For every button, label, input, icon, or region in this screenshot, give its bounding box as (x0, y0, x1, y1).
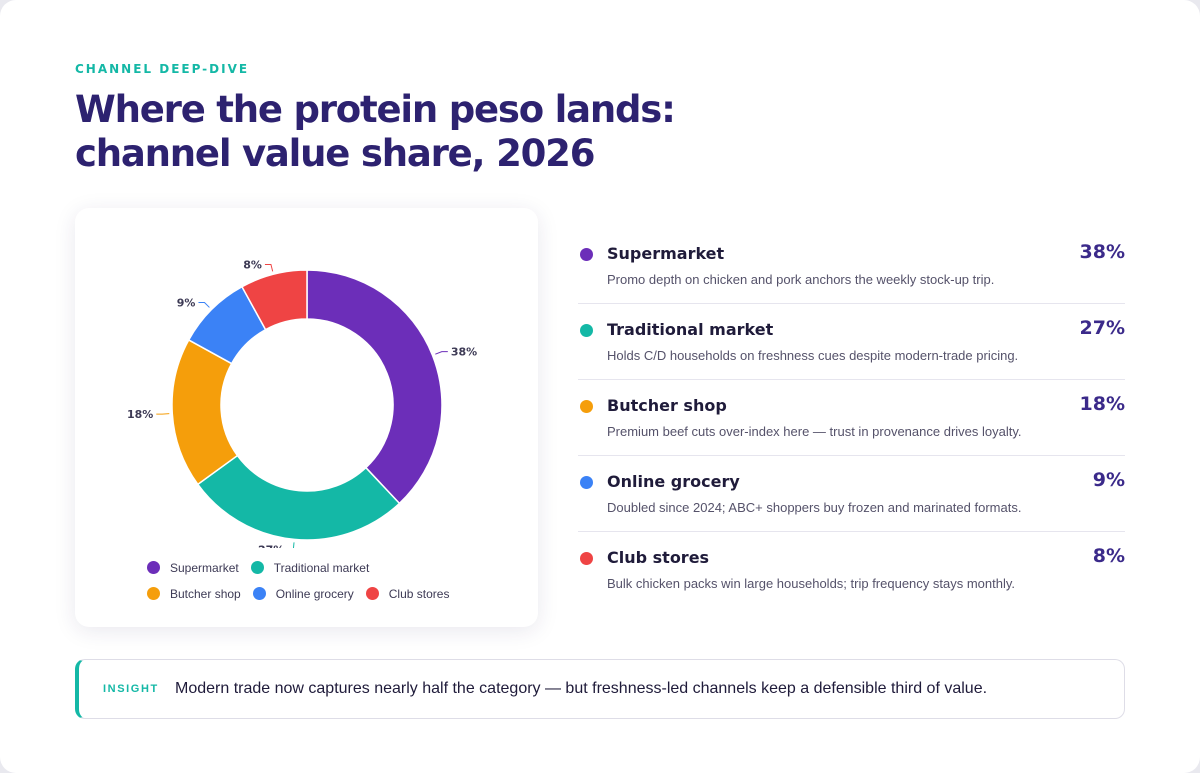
channel-share: 9% (1092, 469, 1125, 491)
legend-label: Traditional market (273, 560, 370, 575)
channel-description: Promo depth on chicken and pork anchors … (607, 272, 995, 287)
donut-slice-supermarket[interactable] (306, 269, 443, 505)
channel-dot (580, 324, 593, 337)
channel-row-supermarket: Supermarket 38% Promo depth on chicken and… (578, 228, 1125, 304)
channel-dot (580, 552, 593, 565)
channel-name: Butcher shop (607, 396, 727, 415)
insight-callout: INSIGHT Modern trade now captures nearly… (75, 659, 1125, 719)
legend-item-online-grocery[interactable]: Online grocery (252, 586, 354, 601)
legend-swatch (147, 561, 160, 574)
channel-dot (580, 400, 593, 413)
donut-chart: 38% 27% 18% 9% 8% (127, 259, 477, 548)
channel-share: 38% (1079, 241, 1125, 263)
channel-row-traditional-market: Traditional market 27% Holds C/D household… (578, 304, 1125, 380)
legend-item-traditional-market[interactable]: Traditional market (250, 560, 370, 575)
insight-text: Modern trade now captures nearly half th… (175, 680, 988, 697)
channel-dot (580, 476, 593, 489)
donut-leader-traditional-market (292, 542, 295, 548)
legend-swatch (250, 561, 264, 574)
legend-item-butcher-shop[interactable]: Butcher shop (147, 586, 241, 601)
channel-name: Club stores (607, 548, 710, 567)
legend-swatch (365, 587, 379, 600)
legend-item-supermarket[interactable]: Supermarket (147, 560, 239, 575)
channel-name: Online grocery (607, 472, 740, 491)
channel-description: Doubled since 2024; ABC+ shoppers buy fr… (607, 500, 1022, 515)
donut-slice-traditional-market[interactable] (196, 454, 401, 541)
legend-swatch (252, 587, 266, 600)
donut-data-label-traditional-market: 27% (258, 543, 284, 548)
donut-slice-club-stores[interactable] (240, 269, 308, 331)
chart-legend: Supermarket Traditional market Butcher sho… (147, 560, 487, 601)
donut-data-label-online-grocery: 9% (177, 296, 196, 309)
channel-dot (580, 248, 593, 261)
title-line-2: channel value share, 2026 (75, 132, 595, 175)
channel-row-online-grocery: Online grocery 9% Doubled since 2024; ABC+… (578, 456, 1125, 532)
channel-list: Supermarket 38% Promo depth on chicken and… (578, 228, 1125, 608)
legend-swatch (147, 587, 160, 600)
donut-data-label-supermarket: 38% (451, 346, 477, 359)
donut-data-label-club-stores: 8% (243, 259, 262, 272)
page-title: Where the protein peso lands: channel va… (75, 88, 775, 176)
channel-description: Holds C/D households on freshness cues d… (607, 348, 1019, 363)
legend-label: Supermarket (170, 560, 239, 575)
donut-leader-online-grocery (198, 301, 210, 308)
legend-item-club-stores[interactable]: Club stores (365, 586, 450, 601)
legend-label: Online grocery (275, 586, 354, 601)
legend-label: Butcher shop (170, 586, 241, 601)
donut-chart-card: 38% 27% 18% 9% 8% Supermarket Traditional mar… (75, 208, 538, 627)
channel-share: 18% (1079, 393, 1125, 415)
channel-name: Traditional market (607, 320, 774, 339)
channel-share: 8% (1092, 545, 1125, 567)
title-line-1: Where the protein peso lands: (75, 88, 676, 131)
channel-description: Bulk chicken packs win large households;… (607, 576, 1016, 591)
donut-leader-club-stores (264, 264, 274, 272)
channel-description: Premium beef cuts over-index here — trus… (607, 424, 1022, 439)
channel-row-club-stores: Club stores 8% Bulk chicken packs win larg… (578, 532, 1125, 608)
insight-tag: INSIGHT (103, 683, 159, 695)
legend-label: Club stores (388, 586, 450, 601)
channel-share: 27% (1079, 317, 1125, 339)
donut-leader-supermarket (435, 351, 448, 355)
donut-data-label-butcher-shop: 18% (127, 408, 153, 421)
channel-row-butcher-shop: Butcher shop 18% Premium beef cuts over-in… (578, 380, 1125, 456)
eyebrow-label: CHANNEL DEEP-DIVE (75, 62, 250, 76)
channel-name: Supermarket (607, 244, 725, 263)
